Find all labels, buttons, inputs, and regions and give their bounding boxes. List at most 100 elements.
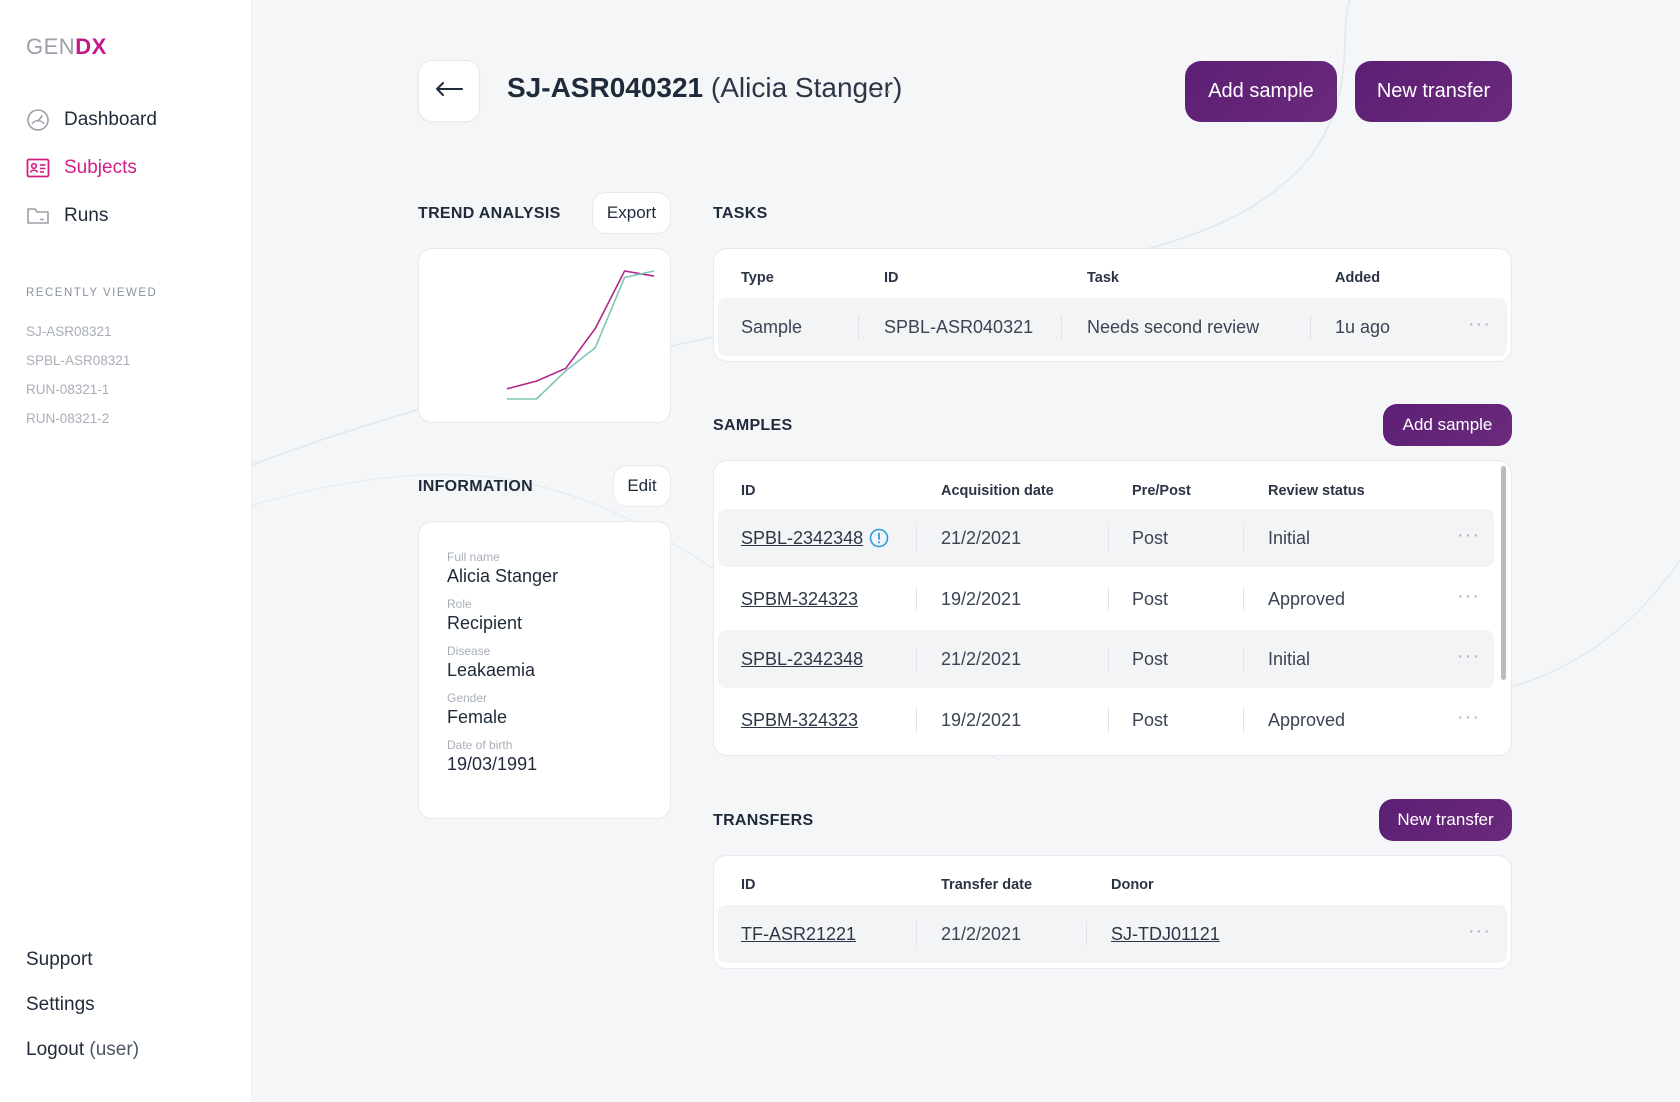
support-link[interactable]: Support bbox=[26, 949, 93, 970]
row-more-icon[interactable]: ··· bbox=[1457, 706, 1480, 728]
sample-prepost: Post bbox=[1132, 528, 1169, 548]
task-description: Needs second review bbox=[1087, 317, 1260, 337]
info-value: Alicia Stanger bbox=[447, 566, 559, 586]
task-id: SPBL-ASR040321 bbox=[884, 317, 1034, 337]
folder-icon bbox=[26, 204, 50, 228]
info-label: Gender bbox=[447, 691, 488, 705]
column-divider bbox=[1061, 315, 1062, 339]
row-more-icon[interactable]: ··· bbox=[1468, 313, 1491, 335]
logo-gen: GEN bbox=[26, 34, 76, 59]
tasks-table: Type ID Task Added Sample SPBL-ASR040321… bbox=[713, 248, 1512, 362]
subject-name: (Alicia Stanger) bbox=[710, 72, 903, 103]
trend-analysis-heading: TREND ANALYSIS bbox=[418, 205, 561, 222]
column-divider bbox=[1108, 587, 1109, 611]
column-header: Pre/Post bbox=[1132, 483, 1191, 499]
samples-scrollbar[interactable] bbox=[1501, 466, 1506, 680]
info-field-disease: Disease Leakaemia bbox=[447, 644, 670, 681]
recent-item[interactable]: SJ-ASR08321 bbox=[26, 324, 112, 339]
row-more-icon[interactable]: ··· bbox=[1468, 920, 1491, 942]
task-type: Sample bbox=[741, 317, 803, 337]
sample-date: 19/2/2021 bbox=[941, 710, 1022, 730]
column-divider bbox=[1243, 708, 1244, 732]
export-button[interactable]: Export bbox=[592, 192, 671, 234]
logo-dx: DX bbox=[75, 34, 107, 59]
info-label: Full name bbox=[447, 550, 500, 564]
sample-date: 21/2/2021 bbox=[941, 649, 1022, 669]
info-field-gender: Gender Female bbox=[447, 691, 670, 728]
add-sample-section-button[interactable]: Add sample bbox=[1383, 404, 1512, 446]
column-divider bbox=[1310, 315, 1311, 339]
info-label: Date of birth bbox=[447, 738, 513, 752]
more-options-icon[interactable]: ··· bbox=[868, 78, 893, 103]
column-divider bbox=[916, 526, 917, 550]
recent-item[interactable]: RUN-08321-1 bbox=[26, 382, 110, 397]
info-label: Role bbox=[447, 597, 472, 611]
column-divider bbox=[916, 587, 917, 611]
trend-series-line-1 bbox=[506, 270, 655, 390]
info-field-date-of-birth: Date of birth 19/03/1991 bbox=[447, 738, 670, 775]
transfer-id-link[interactable]: TF-ASR21221 bbox=[741, 924, 857, 944]
sample-date: 21/2/2021 bbox=[941, 528, 1022, 548]
recently-viewed-heading: RECENTLY VIEWED bbox=[26, 287, 158, 299]
sample-id-link[interactable]: SPBL-2342348 bbox=[741, 528, 864, 548]
info-value: Female bbox=[447, 707, 508, 727]
subject-id: SJ-ASR040321 bbox=[507, 72, 704, 103]
page-title: SJ-ASR040321 (Alicia Stanger) bbox=[507, 72, 902, 104]
nav-label-subjects: Subjects bbox=[64, 157, 137, 178]
sample-prepost: Post bbox=[1132, 710, 1169, 730]
info-field-full-name: Full name Alicia Stanger bbox=[447, 550, 670, 587]
sample-status: Approved bbox=[1268, 589, 1346, 609]
column-header: Review status bbox=[1268, 483, 1365, 499]
edit-button[interactable]: Edit bbox=[613, 465, 671, 507]
id-card-icon bbox=[26, 156, 50, 180]
transfers-heading: TRANSFERS bbox=[713, 812, 814, 829]
row-more-icon[interactable]: ··· bbox=[1457, 585, 1480, 607]
row-more-icon[interactable]: ··· bbox=[1457, 645, 1480, 667]
information-heading: INFORMATION bbox=[418, 478, 533, 495]
main-nav: Dashboard Subjects Runs bbox=[26, 96, 157, 240]
nav-item-dashboard[interactable]: Dashboard bbox=[26, 96, 157, 144]
sample-id-link[interactable]: SPBM-324323 bbox=[741, 710, 859, 730]
recent-item[interactable]: RUN-08321-2 bbox=[26, 411, 110, 426]
logout-link[interactable]: Logout (user) bbox=[26, 1030, 139, 1075]
gauge-icon bbox=[26, 108, 50, 132]
column-divider bbox=[1108, 708, 1109, 732]
sidebar: GENDX Dashboard Subjects Runs RECENTLY V… bbox=[0, 0, 252, 1102]
table-row[interactable]: SPBM-324323 19/2/2021 Post Approved ··· bbox=[718, 570, 1494, 628]
column-divider bbox=[858, 315, 859, 339]
back-button[interactable] bbox=[418, 60, 480, 122]
column-divider bbox=[1243, 587, 1244, 611]
nav-label-runs: Runs bbox=[64, 205, 109, 226]
new-transfer-section-button[interactable]: New transfer bbox=[1379, 799, 1512, 841]
bottom-nav: Support Settings Logout (user) bbox=[26, 940, 139, 1075]
column-divider bbox=[1086, 922, 1087, 946]
table-row[interactable]: Sample SPBL-ASR040321 Needs second revie… bbox=[718, 298, 1507, 356]
row-more-icon[interactable]: ··· bbox=[1457, 524, 1480, 546]
new-transfer-button[interactable]: New transfer bbox=[1355, 61, 1512, 122]
transfers-table: ID Transfer date Donor TF-ASR21221 21/2/… bbox=[713, 855, 1512, 969]
add-sample-button[interactable]: Add sample bbox=[1185, 61, 1337, 122]
nav-item-subjects[interactable]: Subjects bbox=[26, 144, 157, 192]
logo[interactable]: GENDX bbox=[26, 34, 107, 60]
table-row[interactable]: SPBL-2342348 21/2/2021 Post Initial ··· bbox=[718, 630, 1494, 688]
recent-item[interactable]: SPBL-ASR08321 bbox=[26, 353, 131, 368]
sample-id-link[interactable]: SPBL-2342348 bbox=[741, 649, 864, 669]
sample-status: Approved bbox=[1268, 710, 1346, 730]
column-divider bbox=[1243, 526, 1244, 550]
tasks-heading: TASKS bbox=[713, 205, 768, 222]
sample-id-link[interactable]: SPBM-324323 bbox=[741, 589, 859, 609]
column-divider bbox=[1108, 526, 1109, 550]
sample-date: 19/2/2021 bbox=[941, 589, 1022, 609]
info-value: Leakaemia bbox=[447, 660, 536, 680]
column-divider bbox=[916, 708, 917, 732]
nav-item-runs[interactable]: Runs bbox=[26, 192, 157, 240]
table-row[interactable]: SPBL-2342348 21/2/2021 Post Initial ··· bbox=[718, 509, 1494, 567]
settings-link[interactable]: Settings bbox=[26, 994, 95, 1015]
samples-table: ID Acquisition date Pre/Post Review stat… bbox=[713, 460, 1512, 756]
arrow-left-icon bbox=[435, 81, 463, 102]
trend-chart bbox=[506, 270, 655, 400]
table-row[interactable]: TF-ASR21221 21/2/2021 SJ-TDJ01121 ··· bbox=[718, 905, 1507, 963]
donor-link[interactable]: SJ-TDJ01121 bbox=[1111, 924, 1220, 944]
table-row[interactable]: SPBM-324323 19/2/2021 Post Approved ··· bbox=[718, 691, 1494, 749]
warning-icon[interactable] bbox=[869, 528, 889, 548]
